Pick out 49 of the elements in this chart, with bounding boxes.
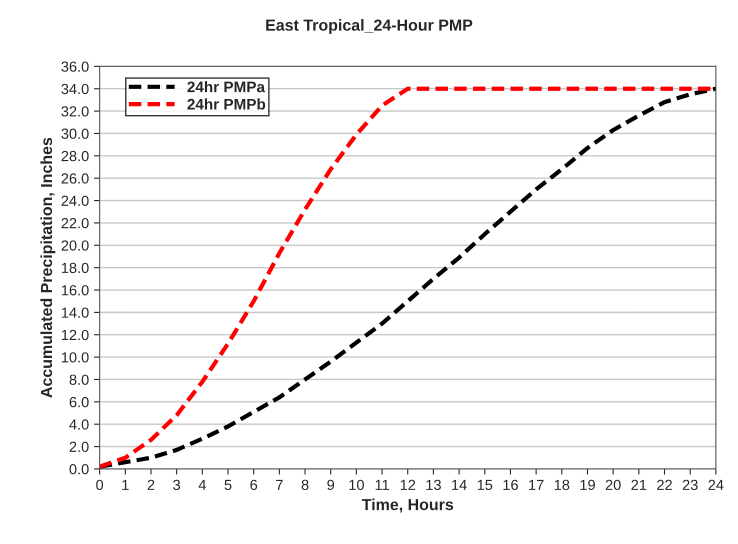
x-tick-label: 0 [96, 480, 104, 490]
y-tick-label: 18.0 [62, 262, 89, 274]
x-tick-label: 6 [250, 480, 258, 490]
x-tick-label: 19 [580, 480, 595, 490]
x-tick-label: 5 [224, 480, 232, 490]
x-tick-label: 18 [554, 480, 570, 490]
y-axis-title: Accumulated Precipitation, Inches [40, 138, 56, 398]
y-tick-label: 12.0 [62, 330, 89, 340]
x-tick-label: 17 [529, 480, 544, 490]
y-tick-label: 10.0 [62, 352, 89, 363]
x-tick-label: 12 [400, 480, 416, 490]
y-tick-label: 0.0 [70, 464, 89, 474]
x-tick-label: 16 [503, 480, 518, 490]
y-tick-label: 32.0 [61, 106, 89, 117]
x-tick-label: 3 [173, 480, 180, 490]
y-tick-label: 30.0 [61, 128, 89, 139]
x-tick-label: 9 [327, 480, 334, 490]
x-tick-label: 21 [631, 480, 646, 490]
x-tick-label: 11 [376, 480, 389, 490]
x-tick-label: 7 [276, 480, 283, 490]
x-tick-label: 10 [349, 480, 364, 490]
chart-title: East Tropical_24-Hour PMP [266, 19, 472, 34]
y-tick-label: 24.0 [62, 196, 89, 206]
y-tick-label: 16.0 [62, 285, 89, 296]
x-tick-label: 15 [478, 480, 492, 490]
x-tick-label: 13 [426, 480, 441, 490]
x-tick-label: 2 [148, 480, 154, 490]
y-tick-label: 2.0 [70, 442, 89, 452]
x-tick-label: 14 [452, 480, 467, 490]
y-tick-label: 34.0 [61, 84, 89, 94]
x-tick-label: 22 [657, 480, 672, 490]
x-tick-label: 20 [606, 480, 621, 490]
y-tick-label: 4.0 [69, 419, 89, 430]
x-tick-label: 8 [302, 480, 308, 490]
legend-label: 24hr PMPb [187, 98, 266, 110]
y-tick-label: 20.0 [62, 240, 89, 251]
x-tick-label: 1 [122, 480, 129, 490]
y-tick-label: 6.0 [70, 396, 89, 408]
y-tick-label: 26.0 [62, 173, 89, 184]
x-tick-label: 23 [682, 480, 698, 490]
y-tick-label: 36.0 [61, 61, 89, 72]
y-tick-label: 22.0 [62, 218, 89, 228]
x-axis-title: Time, Hours [362, 498, 454, 513]
y-tick-label: 8.0 [70, 374, 89, 385]
legend-label: 24hr PMPa [187, 81, 266, 92]
x-tick-label: 24 [708, 480, 724, 490]
y-tick-label: 14.0 [62, 307, 89, 318]
x-tick-label: 4 [198, 480, 206, 490]
y-tick-label: 28.0 [62, 150, 89, 162]
